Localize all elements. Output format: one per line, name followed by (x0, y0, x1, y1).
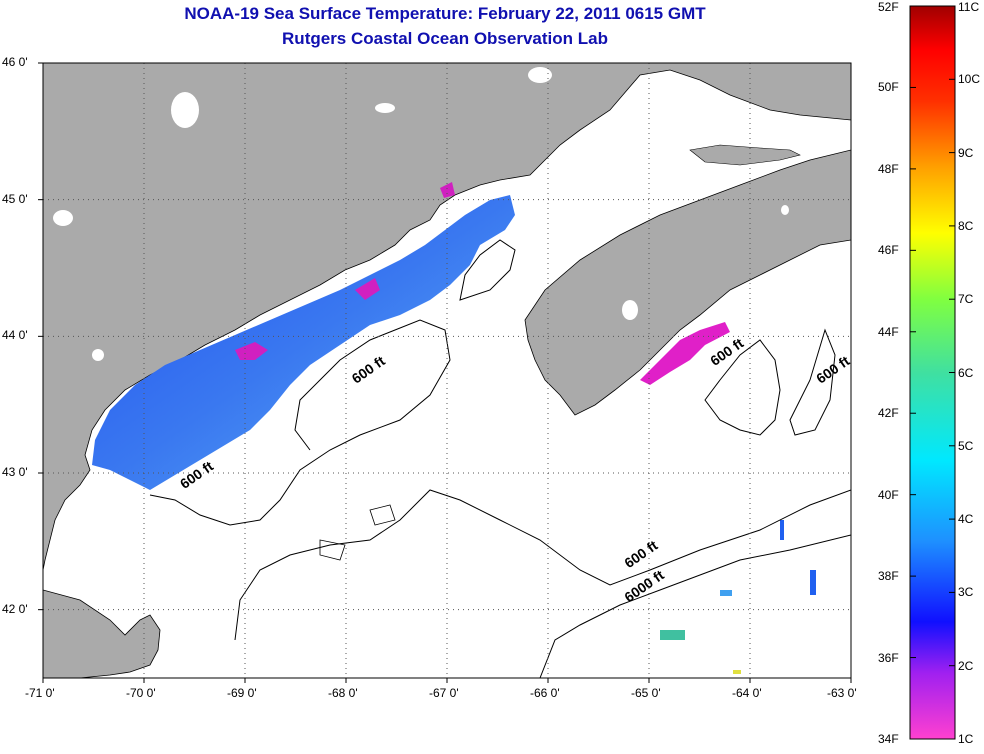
axis-ticks (38, 62, 852, 683)
colorbar-label-f: 44F (878, 324, 899, 339)
lon-tick-label: -66 0' (530, 686, 560, 700)
land-nova-scotia (524, 149, 851, 416)
lon-tick-label: -67 0' (429, 686, 459, 700)
contour-small (369, 504, 396, 526)
sst-band (92, 195, 515, 490)
colorbar-label-c: 8C (958, 218, 974, 233)
colorbar-label-c: 2C (958, 658, 974, 673)
contour-600ft (789, 328, 836, 436)
lon-tick-label: -69 0' (227, 686, 257, 700)
contour-small (319, 539, 346, 561)
sst-pink-patch (440, 182, 455, 198)
colorbar-label-c: 7C (958, 292, 974, 307)
lat-tick-label: 44 0' (2, 328, 28, 343)
colorbar (909, 5, 956, 740)
contour-6000ft (539, 534, 851, 678)
colorbar-label-c: 1C (958, 732, 974, 746)
sst-pink-patch (235, 342, 268, 360)
colorbar-label-c: 11C (958, 0, 980, 14)
lon-tick-label: -64 0' (732, 686, 762, 700)
colorbar-ticks (910, 5, 955, 740)
sst-pixel (720, 590, 732, 596)
lat-tick-label: 43 0' (2, 465, 28, 479)
sst-pink-patch (355, 278, 380, 300)
colorbar-label-f: 50F (878, 80, 899, 95)
sst-pixel (780, 520, 784, 540)
lon-tick-label: -71 0' (25, 686, 55, 700)
lat-tick-label: 46 0' (2, 55, 28, 69)
map-title: NOAA-19 Sea Surface Temperature: Februar… (184, 4, 706, 23)
colorbar-label-f: 42F (878, 406, 899, 421)
lake (92, 349, 104, 361)
land-pei (689, 144, 801, 166)
lat-tick-label: 42 0' (2, 601, 28, 616)
colorbar-label-c: 5C (958, 438, 974, 453)
colorbar-label-f: 48F (878, 161, 899, 176)
lake (53, 210, 73, 226)
sst-pixel (733, 670, 741, 674)
colorbar-label-f: 52F (878, 0, 899, 14)
colorbar-label-f: 34F (878, 732, 899, 746)
colorbar-label-c: 10C (958, 72, 981, 87)
lake (375, 103, 395, 113)
colorbar-label-f: 40F (878, 487, 899, 502)
lake (622, 300, 638, 320)
colorbar-label-c: 9C (958, 145, 974, 160)
lon-tick-label: -65 0' (631, 686, 661, 700)
sst-pixel (660, 630, 685, 640)
contour-600ft (234, 489, 851, 641)
sst-pink-patch (640, 322, 730, 385)
colorbar-label-c: 6C (958, 365, 974, 380)
map-subtitle: Rutgers Coastal Ocean Observation Lab (282, 29, 608, 48)
lat-tick-label: 45 0' (2, 191, 28, 206)
lon-tick-label: -68 0' (328, 686, 358, 700)
lon-tick-label: -70 0' (126, 686, 156, 700)
lake (528, 67, 552, 83)
contour-600ft (149, 319, 451, 526)
colorbar-label-f: 46F (878, 243, 899, 258)
contour-600ft (704, 339, 781, 436)
sst-pixel (810, 570, 816, 595)
colorbar-label-f: 38F (878, 569, 899, 584)
colorbar-label-f: 36F (878, 650, 899, 665)
colorbar-label-c: 3C (958, 585, 974, 600)
lake (781, 205, 789, 215)
colorbar-label-c: 4C (958, 512, 974, 527)
lon-tick-label: -63 0' (827, 686, 857, 700)
lake (171, 92, 199, 128)
contour-600ft (459, 239, 516, 301)
